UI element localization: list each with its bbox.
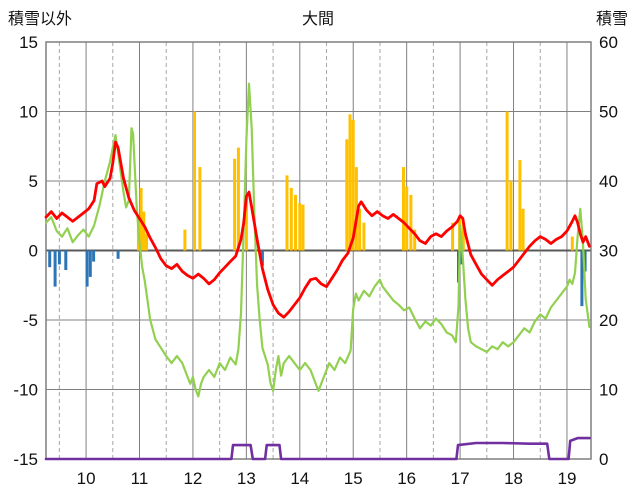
- precipitation-orange-bar: [509, 181, 513, 251]
- right-axis-tick-label: 0: [599, 450, 608, 469]
- left-axis-tick-label: 5: [29, 172, 38, 191]
- x-axis-tick-label: 15: [344, 469, 363, 488]
- left-axis-tick-label: 0: [29, 242, 38, 261]
- left-axis-tick-label: 10: [19, 103, 38, 122]
- right-axis-tick-label: 10: [599, 381, 618, 400]
- precipitation-orange-bar: [402, 167, 405, 251]
- precipitation-orange-bar: [354, 167, 358, 251]
- negative-blue-bar: [57, 250, 61, 265]
- precipitation-orange-bar: [193, 111, 196, 251]
- negative-blue-bar: [64, 250, 68, 270]
- negative-blue-bar: [88, 250, 92, 277]
- precipitation-orange-bar: [461, 222, 465, 251]
- precipitation-orange-bar: [351, 119, 355, 251]
- temperature-green-line: [44, 82, 591, 398]
- x-axis-tick-label: 19: [557, 469, 576, 488]
- snow-depth-purple-line: [44, 436, 591, 461]
- precipitation-orange-bar: [298, 203, 302, 251]
- precipitation-orange-bar: [285, 175, 289, 251]
- negative-blue-bar: [48, 250, 52, 268]
- precipitation-orange-bar: [358, 208, 362, 251]
- precipitation-orange-bar: [451, 222, 455, 251]
- left-axis-tick-label: -10: [13, 381, 38, 400]
- x-axis-tick-label: 18: [504, 469, 523, 488]
- left-axis-tick-label: -5: [23, 311, 38, 330]
- x-axis-tick-label: 10: [77, 469, 96, 488]
- x-axis-tick-label: 12: [183, 469, 202, 488]
- precipitation-orange-bar: [289, 187, 293, 251]
- precipitation-orange-bar: [409, 194, 413, 251]
- right-axis-tick-label: 30: [599, 242, 618, 261]
- precipitation-orange-bar: [198, 167, 202, 251]
- x-axis-tick-label: 11: [131, 469, 149, 488]
- precipitation-orange-bar: [570, 236, 574, 251]
- x-axis-tick-label: 16: [397, 469, 416, 488]
- precipitation-orange-bar: [244, 197, 248, 251]
- right-axis-tick-label: 20: [599, 311, 618, 330]
- chart-title: 大間: [302, 10, 334, 28]
- precipitation-orange-bar: [348, 114, 352, 251]
- precipitation-orange-bar: [518, 160, 522, 251]
- negative-blue-bar: [53, 250, 57, 287]
- right-axis-title: 積雪: [596, 10, 628, 28]
- x-axis-tick-label: 17: [451, 469, 470, 488]
- precipitation-orange-bar: [233, 158, 237, 251]
- negative-blue-bar: [116, 250, 120, 259]
- precipitation-orange-bar: [294, 194, 297, 251]
- precipitation-orange-bar: [142, 211, 146, 251]
- precipitation-orange-bar: [413, 229, 417, 251]
- precipitation-orange-bar: [345, 139, 349, 251]
- precipitation-orange-bar: [505, 111, 509, 251]
- right-axis-tick-label: 40: [599, 172, 618, 191]
- precipitation-orange-bar: [521, 208, 525, 251]
- left-axis-title: 積雪以外: [8, 10, 72, 28]
- precipitation-orange-bar: [362, 222, 366, 251]
- precipitation-orange-bar: [405, 186, 409, 251]
- x-axis-tick-label: 13: [237, 469, 256, 488]
- x-axis-tick-label: 14: [290, 469, 309, 488]
- precipitation-orange-bar: [236, 147, 240, 251]
- right-axis-tick-label: 60: [599, 33, 618, 52]
- negative-blue-bar: [459, 250, 463, 265]
- precipitation-orange-bar: [145, 233, 148, 251]
- negative-blue-bar: [92, 250, 96, 262]
- precipitation-orange-bar: [301, 204, 305, 251]
- right-axis-tick-label: 50: [599, 103, 618, 122]
- negative-blue-bar: [580, 250, 584, 307]
- negative-blue-bar: [260, 250, 264, 266]
- left-axis-tick-label: -15: [13, 450, 38, 469]
- left-axis-tick-label: 15: [19, 33, 38, 52]
- precipitation-orange-bar: [183, 229, 187, 251]
- temperature-red-line: [44, 140, 591, 319]
- negative-blue-bar: [85, 250, 89, 287]
